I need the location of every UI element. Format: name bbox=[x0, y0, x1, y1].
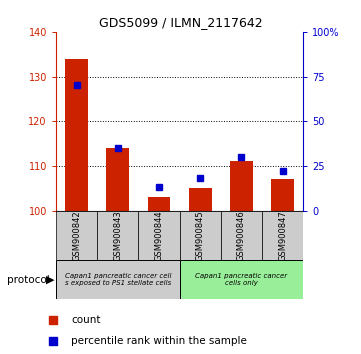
Bar bbox=[221, 211, 262, 260]
Bar bbox=[97, 211, 138, 260]
Bar bbox=[189, 188, 212, 211]
Bar bbox=[148, 197, 170, 211]
Bar bbox=[180, 211, 221, 260]
Text: percentile rank within the sample: percentile rank within the sample bbox=[71, 336, 247, 346]
Bar bbox=[138, 211, 180, 260]
Text: GDS5099 / ILMN_2117642: GDS5099 / ILMN_2117642 bbox=[99, 16, 262, 29]
Bar bbox=[262, 211, 303, 260]
Text: GSM900846: GSM900846 bbox=[237, 210, 246, 261]
Bar bbox=[56, 211, 97, 260]
Text: GSM900847: GSM900847 bbox=[278, 210, 287, 261]
Bar bbox=[180, 260, 303, 299]
Text: GSM900845: GSM900845 bbox=[196, 210, 205, 261]
Bar bbox=[230, 161, 253, 211]
Bar bbox=[106, 148, 129, 211]
Text: ▶: ▶ bbox=[45, 275, 54, 285]
Text: protocol: protocol bbox=[7, 275, 50, 285]
Text: Capan1 pancreatic cancer
cells only: Capan1 pancreatic cancer cells only bbox=[195, 273, 287, 286]
Text: GSM900844: GSM900844 bbox=[155, 210, 164, 261]
Bar bbox=[271, 179, 294, 211]
Text: Capan1 pancreatic cancer cell
s exposed to PS1 stellate cells: Capan1 pancreatic cancer cell s exposed … bbox=[65, 273, 171, 286]
Text: GSM900842: GSM900842 bbox=[72, 210, 81, 261]
Text: count: count bbox=[71, 315, 101, 325]
Bar bbox=[56, 260, 180, 299]
Text: GSM900843: GSM900843 bbox=[113, 210, 122, 261]
Bar bbox=[65, 59, 88, 211]
